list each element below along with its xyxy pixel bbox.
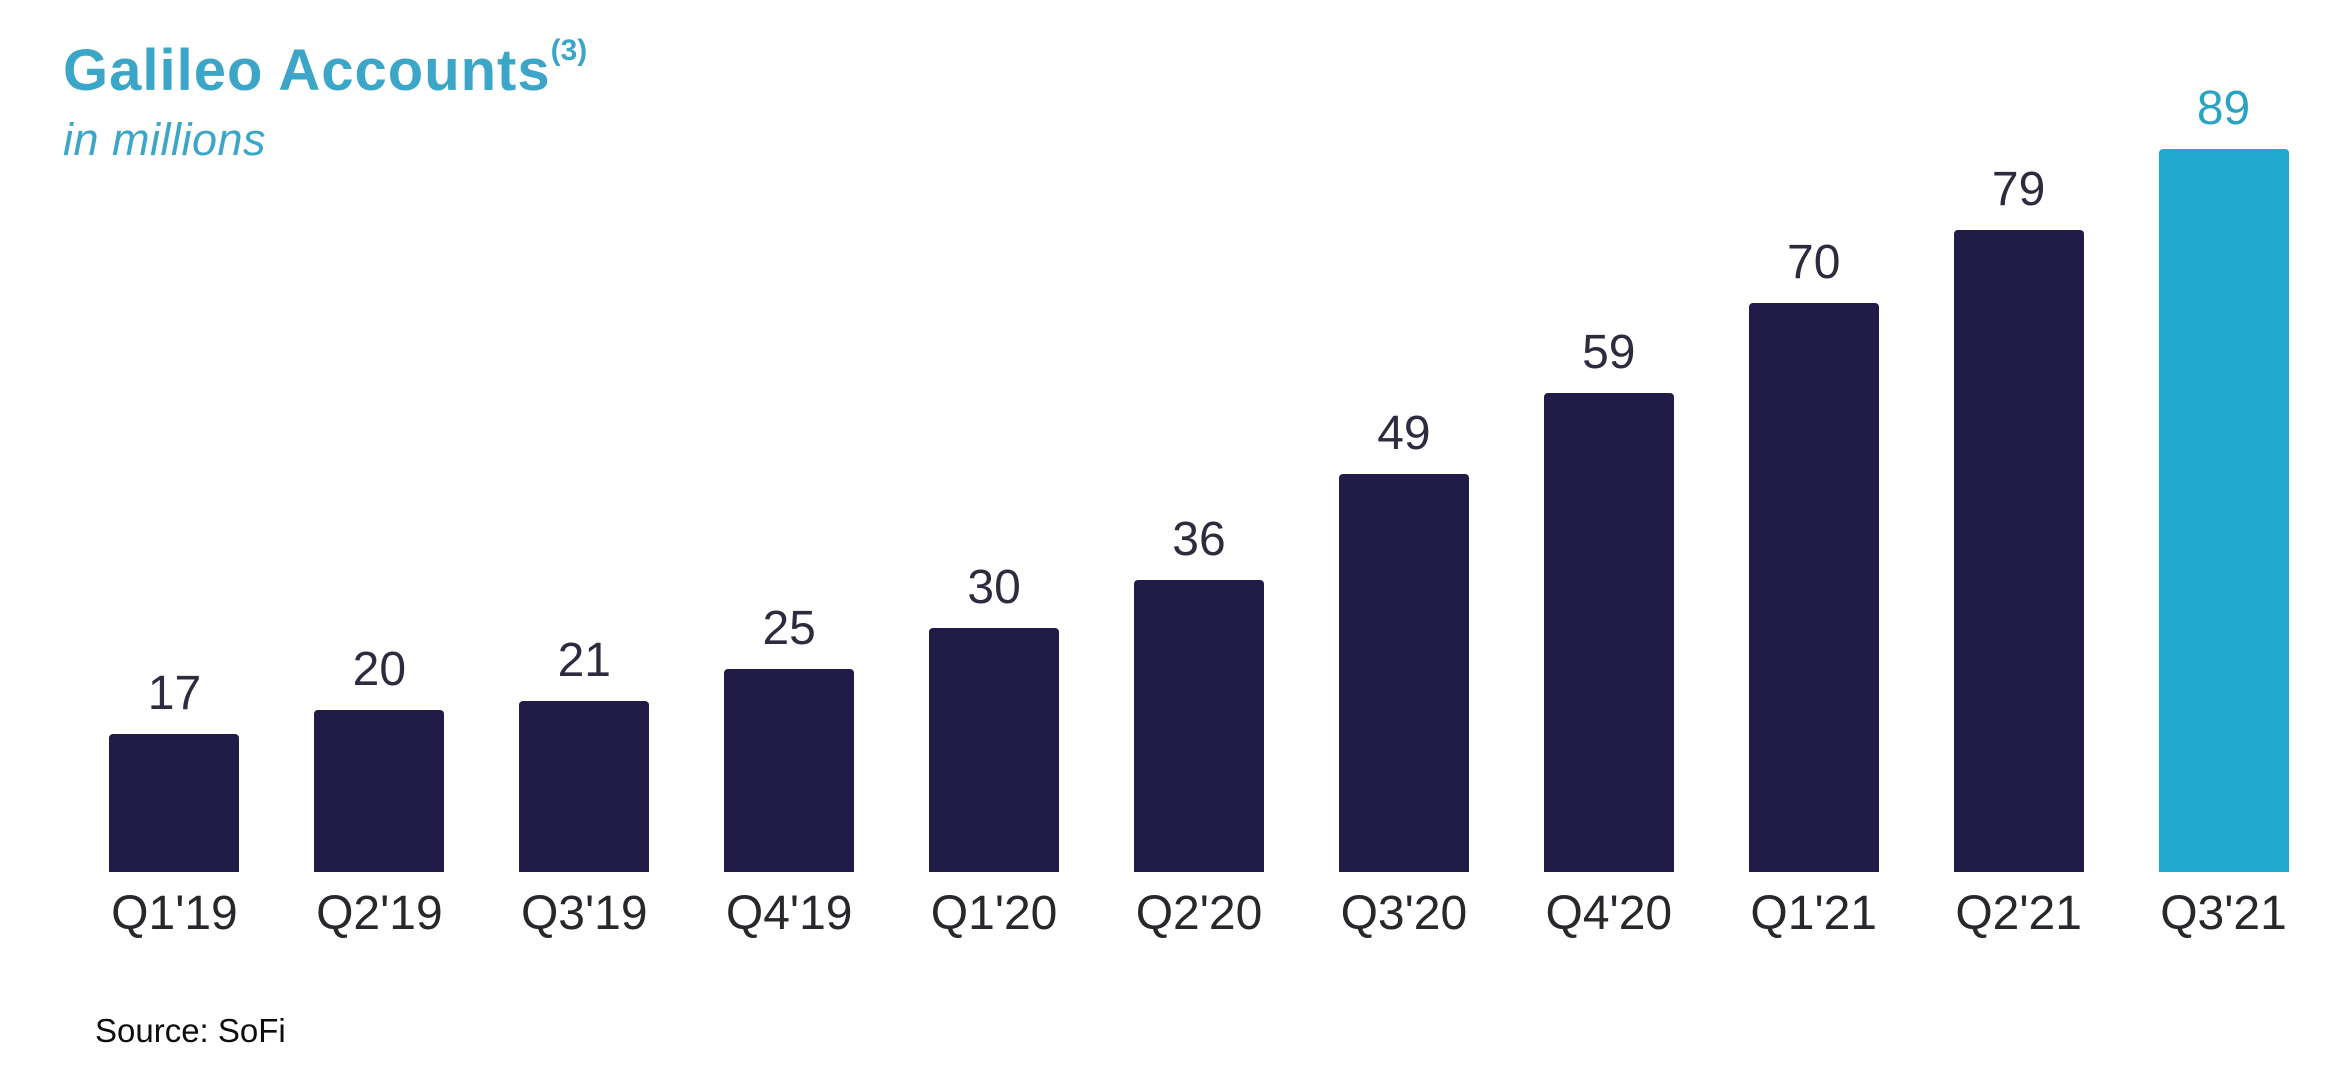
- x-axis-label-zone: Q2'20: [1136, 872, 1263, 940]
- bar-column-q320: 49 Q3'20: [1301, 0, 1506, 940]
- bar-column-q220: 36 Q2'20: [1097, 0, 1302, 940]
- bar: [929, 628, 1060, 872]
- bar: [1338, 474, 1469, 872]
- x-axis-label: Q3'21: [2160, 887, 2287, 940]
- x-axis-label: Q1'19: [111, 887, 238, 940]
- x-axis-label-zone: Q2'21: [1955, 872, 2082, 940]
- x-axis-label: Q2'19: [316, 887, 443, 940]
- bar-column-q420: 59 Q4'20: [1506, 0, 1711, 940]
- bar-value-label: 25: [762, 602, 816, 655]
- bar: [109, 734, 240, 872]
- bar: [724, 669, 855, 872]
- x-axis-label: Q1'20: [930, 887, 1058, 940]
- bar: [1748, 303, 1879, 872]
- bar-value-label: 59: [1582, 326, 1636, 379]
- bar-column-q119: 17 Q1'19: [72, 0, 277, 940]
- bar: [314, 710, 445, 872]
- x-axis-label-zone: Q4'20: [1546, 872, 1673, 940]
- x-axis-label-zone: Q4'19: [726, 872, 853, 940]
- page-title: Galileo Accounts(3): [63, 36, 587, 100]
- bar-value-label: 89: [2196, 82, 2251, 135]
- source-text: Source: SoFi: [95, 1012, 286, 1049]
- x-axis-label: Q3'19: [520, 887, 648, 940]
- x-axis-label-zone: Q1'20: [931, 872, 1058, 940]
- bar-column-q219: 20 Q2'19: [277, 0, 482, 940]
- x-axis-label: Q1'21: [1750, 887, 1877, 940]
- x-axis-label: Q4'19: [725, 887, 853, 940]
- bar: [1133, 580, 1264, 872]
- bar-value-label: 49: [1377, 407, 1431, 460]
- x-axis-label-zone: Q3'20: [1341, 872, 1468, 940]
- bar-value-label: 20: [352, 643, 407, 696]
- bar-chart: 17 Q1'19 20 Q2'19 21 Q3'19 25 Q4'1: [72, 0, 2326, 940]
- footnote-marker: (3): [550, 34, 588, 67]
- bar-value-label: 21: [557, 634, 611, 687]
- chart-title-text: Galileo Accounts: [63, 38, 551, 103]
- x-axis-label: Q2'21: [1955, 887, 2082, 940]
- bar-value-label: 30: [967, 561, 1021, 614]
- bar-column-q121: 70 Q1'21: [1711, 0, 1916, 940]
- x-axis-label-zone: Q1'21: [1750, 872, 1877, 940]
- bar: [1953, 230, 2084, 872]
- bar-column-q120: 30 Q1'20: [892, 0, 1097, 940]
- bar: [519, 701, 650, 872]
- bar-value-label: 79: [1991, 163, 2046, 216]
- bar-column-q319: 21 Q3'19: [482, 0, 687, 940]
- x-axis-label-zone: Q3'21: [2160, 872, 2287, 940]
- bar: [2158, 149, 2289, 872]
- bar-value-label: 17: [147, 667, 202, 720]
- x-axis-label: Q3'20: [1340, 887, 1468, 940]
- x-axis-label: Q2'20: [1135, 887, 1263, 940]
- bar-value-label: 36: [1172, 513, 1226, 566]
- bar: [1543, 393, 1674, 872]
- x-axis-label: Q4'20: [1545, 887, 1673, 940]
- x-axis-label-zone: Q3'19: [521, 872, 648, 940]
- title-block: Galileo Accounts(3) in millions: [63, 36, 587, 166]
- chart-subtitle: in millions: [63, 114, 267, 165]
- bar-column-q221: 79 Q2'21: [1916, 0, 2121, 940]
- bar-value-label: 70: [1787, 236, 1841, 289]
- bar-column-q419: 25 Q4'19: [687, 0, 892, 940]
- bar-column-q321: 89 Q3'21: [2121, 0, 2326, 940]
- x-axis-label-zone: Q2'19: [316, 872, 443, 940]
- x-axis-label-zone: Q1'19: [111, 872, 238, 940]
